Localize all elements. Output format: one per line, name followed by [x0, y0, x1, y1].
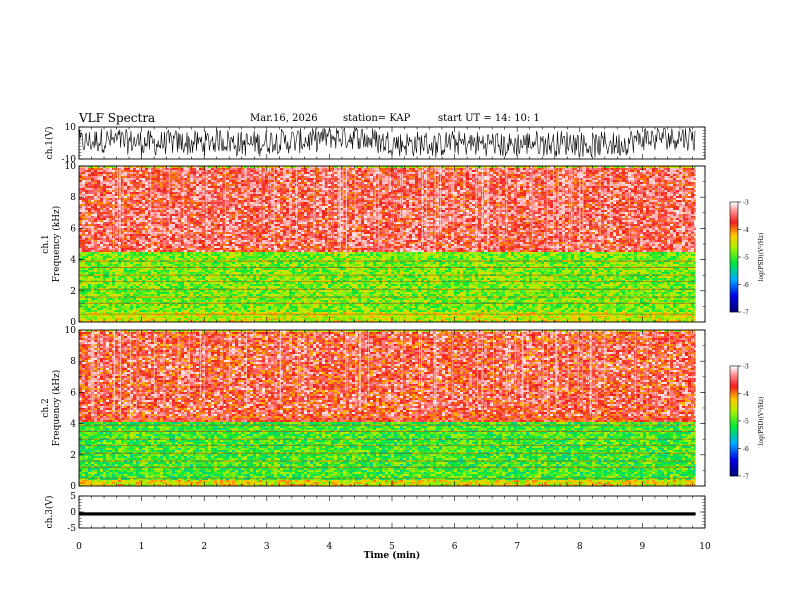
xtick-label: 8 — [577, 542, 583, 552]
ch1-spectrogram-colorbar-tick-label: -5 — [743, 255, 749, 262]
xtick-label: 7 — [514, 542, 520, 552]
ch1-spectrogram-colorbar-tick-label: -6 — [743, 282, 749, 289]
xtick-label: 1 — [139, 542, 145, 552]
xtick-label: 3 — [264, 542, 270, 552]
ch1-spectrogram-colorbar-tick-label: -7 — [743, 310, 749, 317]
panel-1-ylabel: ch.1(V) — [44, 127, 55, 160]
panel-3-ylabel-channel: ch.2 — [41, 398, 51, 417]
xtick-label: 9 — [640, 542, 646, 552]
ch1-spectrogram-colorbar-label: log(PSD)(V²/Hz) — [758, 233, 765, 282]
panel-2-ytick-label: 8 — [70, 193, 76, 203]
xtick-label: 0 — [76, 542, 82, 552]
panel-2-ylabel-frequency: Frequency (kHz) — [51, 206, 62, 283]
ch1-spectrogram-colorbar — [730, 202, 738, 312]
xtick-label: 10 — [699, 542, 711, 552]
panel-4-ytick-label: -5 — [67, 524, 76, 534]
panel-2-ytick-label: 2 — [70, 287, 76, 297]
ch2-spectrogram-colorbar-tick-label: -3 — [743, 364, 749, 371]
xtick-label: 2 — [201, 542, 207, 552]
panel-3-ylabel-frequency: Frequency (kHz) — [51, 370, 62, 447]
panel-4-ytick-label: 5 — [70, 492, 76, 502]
panel-3-ytick-label: 2 — [70, 451, 76, 461]
panel-1-ytick-label: 10 — [65, 123, 77, 133]
panel-2-ytick-label: 10 — [65, 162, 77, 172]
panel-2-ytick-label: 4 — [70, 256, 76, 266]
ch1-waveform-line — [79, 128, 695, 157]
panel-2-ylabel-channel: ch.1 — [41, 234, 51, 253]
ch2-spectrogram-colorbar — [730, 366, 738, 476]
ch1-spectrogram-colorbar-tick-label: -4 — [743, 227, 749, 234]
ch2-spectrogram-colorbar-label: log(PSD)(V²/Hz) — [758, 397, 765, 446]
ch2-spectrogram-colorbar-tick-label: -5 — [743, 419, 749, 426]
panel-3-ytick-label: 10 — [65, 326, 77, 336]
ch1-spectrogram-colorbar-tick-label: -3 — [743, 200, 749, 207]
panel-3-ytick-label: 4 — [70, 420, 76, 430]
ch2-spectrogram-colorbar-tick-label: -4 — [743, 391, 749, 398]
panel-3-ytick-label: 0 — [70, 482, 76, 492]
panel-2-ytick-label: 6 — [70, 224, 76, 234]
ch2-spectrogram-colorbar-tick-label: -7 — [743, 474, 749, 481]
xtick-label: 4 — [327, 542, 333, 552]
panel-4-ytick-label: 0 — [70, 508, 76, 518]
ch2-spectrogram-colorbar-tick-label: -6 — [743, 446, 749, 453]
panel-4-ylabel: ch.3(V) — [44, 496, 55, 529]
panel-3-ytick-label: 8 — [70, 357, 76, 367]
x-axis-label: Time (min) — [364, 550, 421, 561]
ch3-waveform-band — [79, 512, 696, 515]
xtick-label: 6 — [452, 542, 458, 552]
ch1-spectrogram-cells — [79, 166, 705, 322]
panel-3-ytick-label: 6 — [70, 388, 76, 398]
ch2-spectrogram-cells — [79, 330, 705, 486]
